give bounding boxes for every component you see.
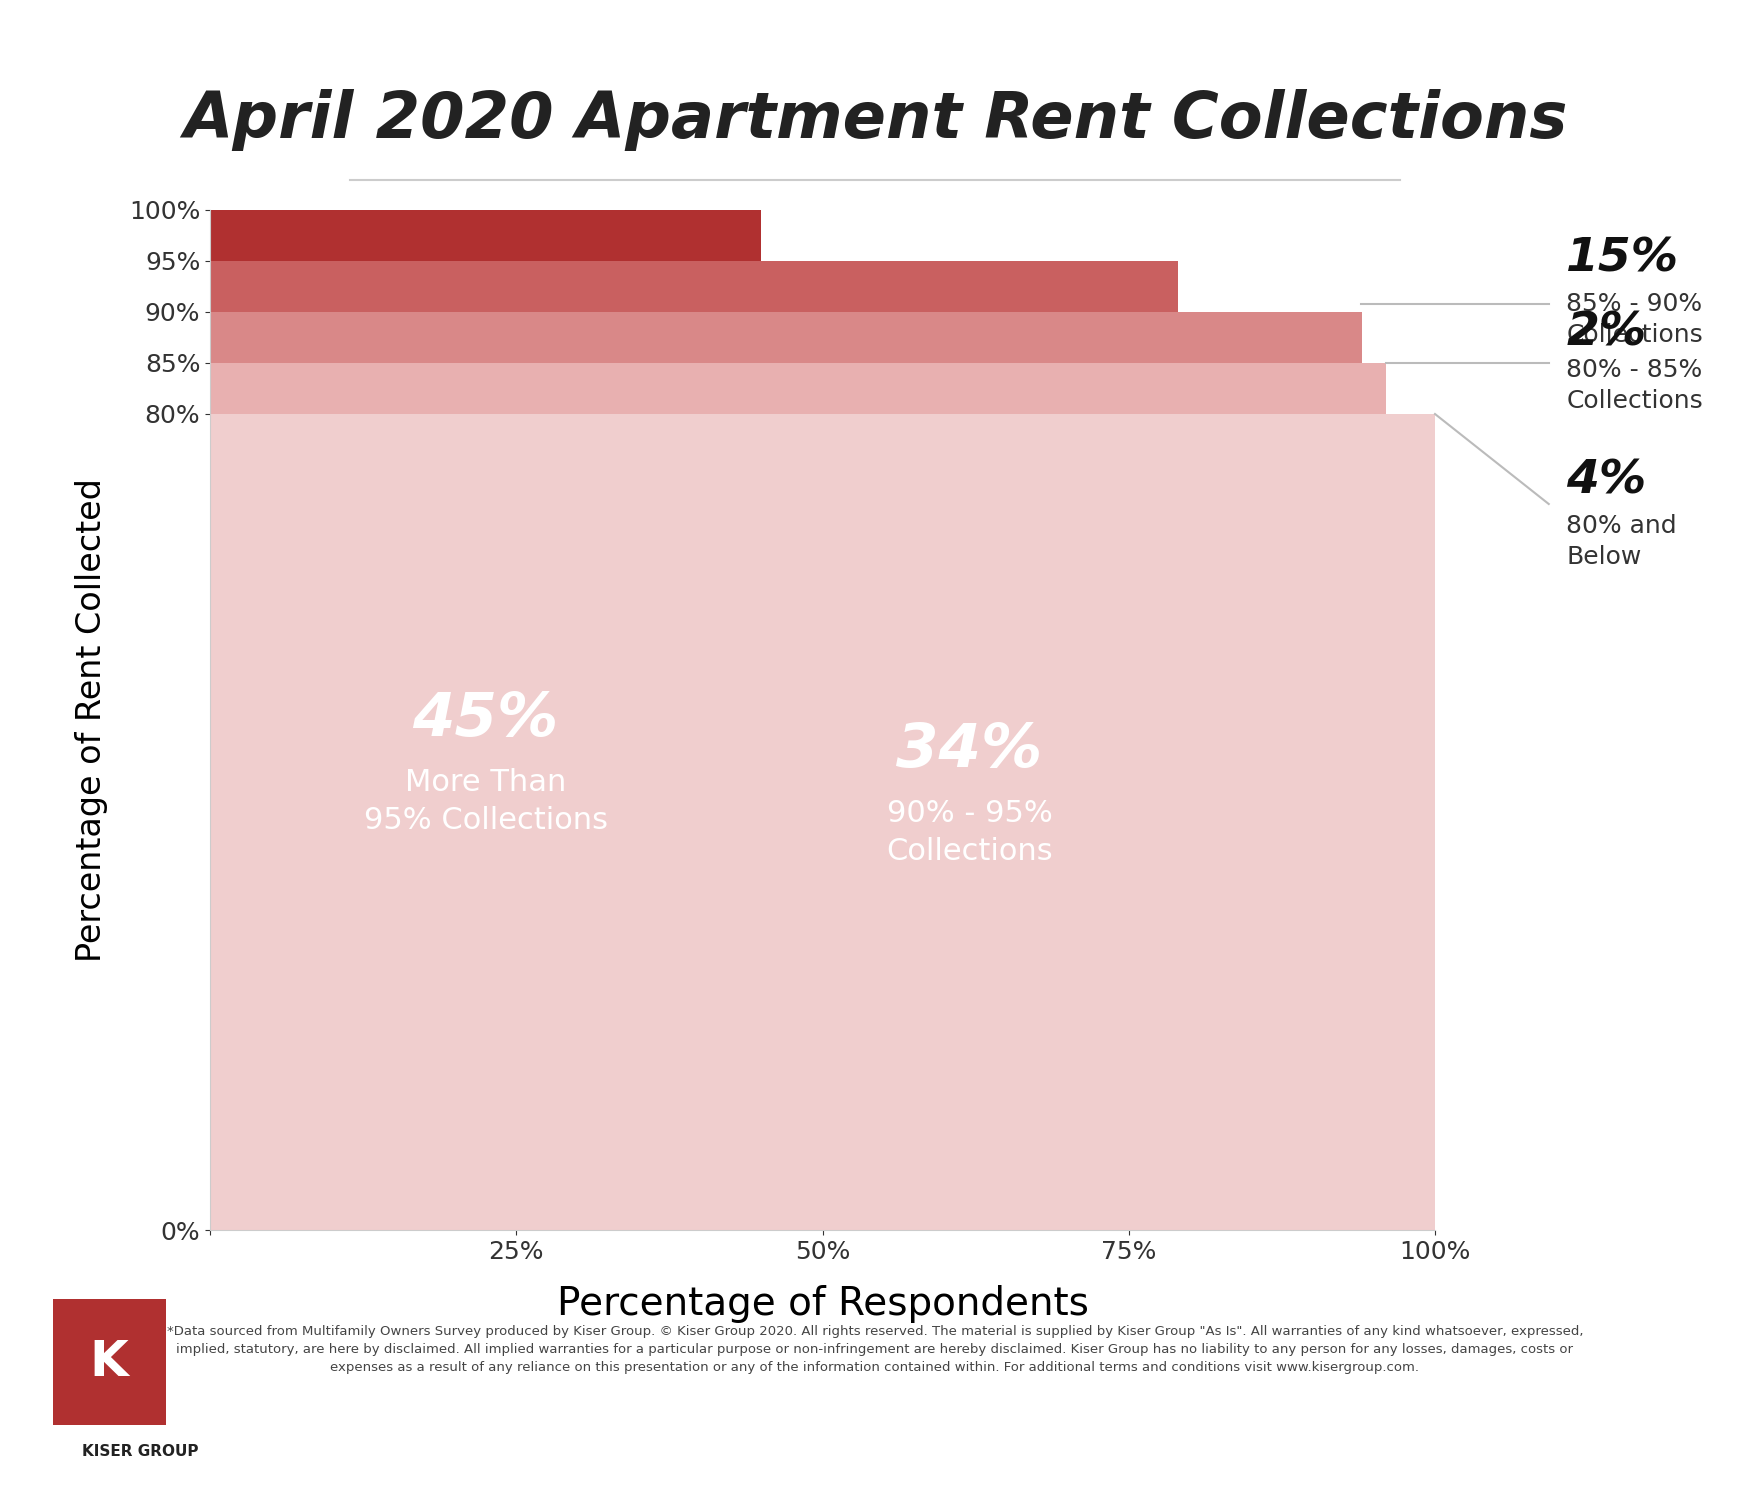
Text: K: K xyxy=(89,1338,128,1386)
Y-axis label: Percentage of Rent Collected: Percentage of Rent Collected xyxy=(75,478,108,962)
Text: More Than
95% Collections: More Than 95% Collections xyxy=(364,768,607,836)
Bar xyxy=(210,210,761,1230)
X-axis label: Percentage of Respondents: Percentage of Respondents xyxy=(556,1284,1088,1323)
Text: April 2020 Apartment Rent Collections: April 2020 Apartment Rent Collections xyxy=(182,88,1568,152)
Text: *Data sourced from Multifamily Owners Survey produced by Kiser Group. © Kiser Gr: *Data sourced from Multifamily Owners Su… xyxy=(166,1326,1584,1374)
Text: 80% - 85%
Collections: 80% - 85% Collections xyxy=(1566,357,1703,414)
Text: 15%: 15% xyxy=(1566,237,1680,282)
Text: KISER GROUP: KISER GROUP xyxy=(82,1444,198,1460)
Text: 4%: 4% xyxy=(1566,459,1647,504)
Text: 85% - 90%
Collections: 85% - 90% Collections xyxy=(1566,291,1703,348)
Bar xyxy=(210,261,1178,1230)
Text: 2%: 2% xyxy=(1566,310,1647,356)
Bar xyxy=(52,1299,166,1425)
Bar xyxy=(210,414,1435,1230)
Text: 80% and
Below: 80% and Below xyxy=(1566,513,1676,570)
Text: 34%: 34% xyxy=(896,722,1043,780)
Text: 45%: 45% xyxy=(413,690,558,750)
Text: 90% - 95%
Collections: 90% - 95% Collections xyxy=(886,798,1054,865)
Bar xyxy=(210,363,1386,1230)
